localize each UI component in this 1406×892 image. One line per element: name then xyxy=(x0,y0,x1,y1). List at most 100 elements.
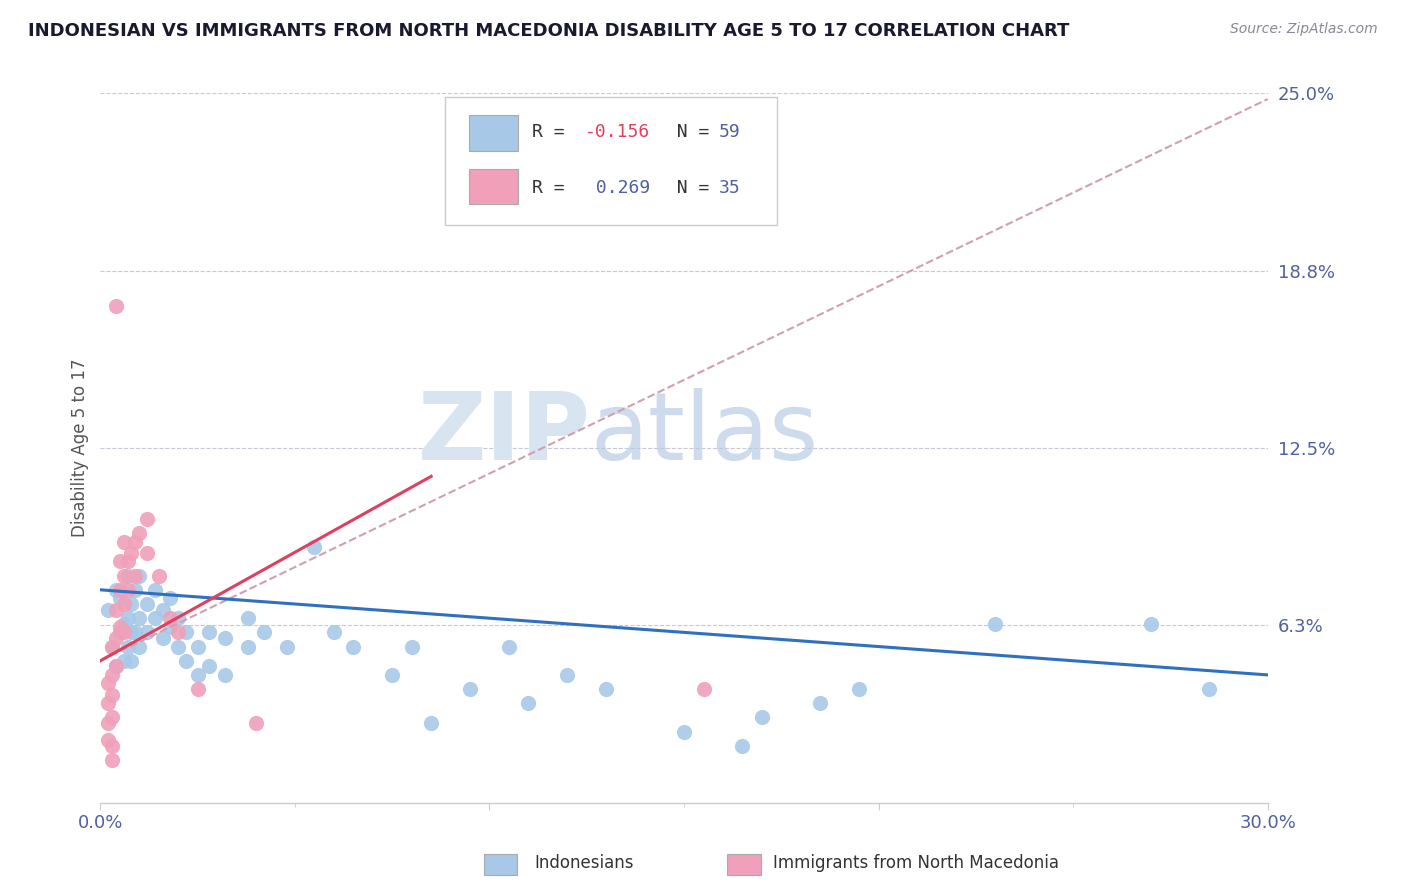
Point xyxy=(159,591,181,606)
Point xyxy=(198,625,221,640)
Point xyxy=(322,625,344,640)
Point xyxy=(848,682,870,697)
Point xyxy=(143,611,166,625)
Point xyxy=(498,640,520,654)
Point xyxy=(108,625,131,640)
Point xyxy=(342,640,364,654)
Point xyxy=(152,631,174,645)
Text: atlas: atlas xyxy=(591,388,818,480)
Point xyxy=(108,582,131,597)
Point xyxy=(214,631,236,645)
Point xyxy=(214,668,236,682)
Point xyxy=(808,696,831,710)
Point xyxy=(517,696,540,710)
Point xyxy=(128,640,150,654)
Point xyxy=(117,554,139,568)
Point xyxy=(117,640,139,654)
Text: 35: 35 xyxy=(718,178,741,197)
Point xyxy=(187,668,209,682)
Text: N =: N = xyxy=(655,178,720,197)
Point xyxy=(101,753,124,767)
Text: 59: 59 xyxy=(718,123,741,141)
Point xyxy=(187,682,209,697)
Point xyxy=(253,625,276,640)
Text: 0.269: 0.269 xyxy=(585,178,650,197)
Point xyxy=(101,710,124,724)
Point xyxy=(124,534,146,549)
Text: Indonesians: Indonesians xyxy=(534,855,634,872)
Point xyxy=(152,603,174,617)
Point xyxy=(101,739,124,753)
Text: R =: R = xyxy=(533,123,576,141)
Point xyxy=(136,625,159,640)
Point xyxy=(108,554,131,568)
Point xyxy=(112,654,135,668)
Point xyxy=(984,616,1007,631)
Point xyxy=(124,582,146,597)
Point xyxy=(751,710,773,724)
Point xyxy=(692,682,714,697)
Point xyxy=(148,568,170,582)
Point xyxy=(108,591,131,606)
Point xyxy=(117,582,139,597)
Point xyxy=(97,733,120,747)
Point xyxy=(731,739,754,753)
Point xyxy=(136,546,159,560)
Point xyxy=(124,625,146,640)
FancyBboxPatch shape xyxy=(470,115,519,151)
Point xyxy=(238,640,260,654)
Point xyxy=(112,534,135,549)
Point xyxy=(112,616,135,631)
Point xyxy=(557,668,579,682)
Point xyxy=(238,611,260,625)
Point xyxy=(673,724,696,739)
Text: N =: N = xyxy=(655,123,720,141)
FancyBboxPatch shape xyxy=(444,97,778,225)
Point xyxy=(159,611,181,625)
Point xyxy=(121,625,143,640)
Point xyxy=(304,541,326,555)
Point xyxy=(101,688,124,702)
Point xyxy=(124,568,146,582)
Point xyxy=(381,668,404,682)
Point xyxy=(108,620,131,634)
Point xyxy=(97,716,120,731)
Point xyxy=(121,654,143,668)
Text: ZIP: ZIP xyxy=(418,388,591,480)
Point xyxy=(1198,682,1220,697)
Point xyxy=(104,582,127,597)
Text: INDONESIAN VS IMMIGRANTS FROM NORTH MACEDONIA DISABILITY AGE 5 TO 17 CORRELATION: INDONESIAN VS IMMIGRANTS FROM NORTH MACE… xyxy=(28,22,1070,40)
Point xyxy=(112,597,135,611)
Text: Source: ZipAtlas.com: Source: ZipAtlas.com xyxy=(1230,22,1378,37)
Point xyxy=(198,659,221,673)
Point xyxy=(117,568,139,582)
Point xyxy=(245,716,267,731)
Text: Immigrants from North Macedonia: Immigrants from North Macedonia xyxy=(773,855,1059,872)
Point xyxy=(97,676,120,690)
Point xyxy=(136,512,159,526)
Point xyxy=(104,631,127,645)
Point xyxy=(174,625,197,640)
Point xyxy=(1140,616,1163,631)
Point xyxy=(167,625,190,640)
Point xyxy=(97,696,120,710)
Point xyxy=(128,611,150,625)
Point xyxy=(187,640,209,654)
Point xyxy=(420,716,443,731)
Point xyxy=(167,611,190,625)
FancyBboxPatch shape xyxy=(470,169,519,204)
Point xyxy=(104,659,127,673)
Point xyxy=(104,299,127,313)
Point xyxy=(101,640,124,654)
Point xyxy=(458,682,481,697)
Point xyxy=(143,582,166,597)
Y-axis label: Disability Age 5 to 17: Disability Age 5 to 17 xyxy=(72,359,89,537)
Point xyxy=(112,625,135,640)
Point xyxy=(595,682,617,697)
Point xyxy=(174,654,197,668)
Point xyxy=(97,603,120,617)
Point xyxy=(121,546,143,560)
Point xyxy=(104,659,127,673)
Point xyxy=(101,668,124,682)
Point xyxy=(136,597,159,611)
